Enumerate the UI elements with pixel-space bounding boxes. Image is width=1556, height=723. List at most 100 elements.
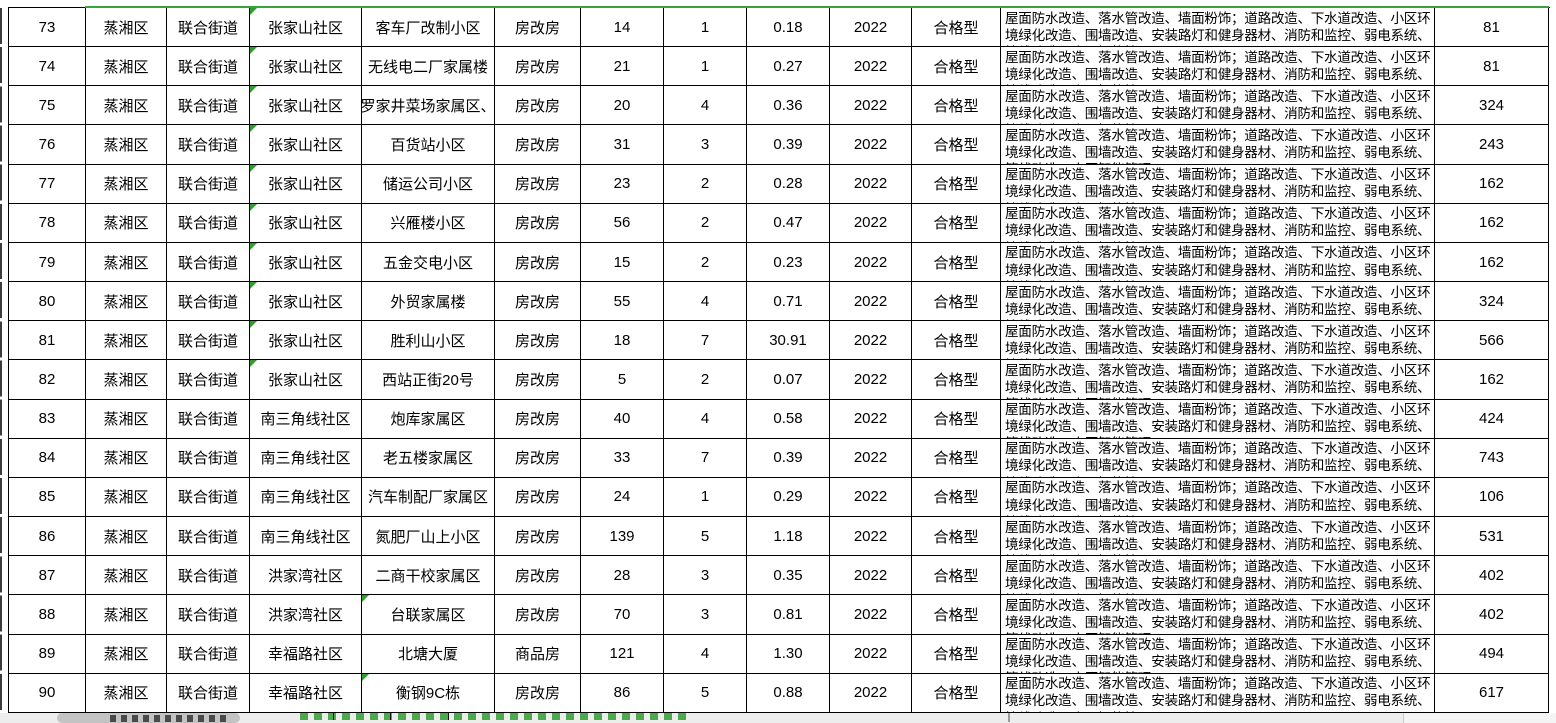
cell-grade[interactable]: 合格型: [912, 125, 1001, 165]
cell-district[interactable]: 蒸湘区: [86, 164, 167, 204]
cell-housing-type[interactable]: 房改房: [495, 556, 581, 596]
cell-row-number[interactable]: 83: [9, 399, 86, 439]
cell-buildings[interactable]: 70: [581, 595, 664, 635]
cell-units[interactable]: 4: [664, 282, 747, 322]
cell-row-number[interactable]: 85: [9, 477, 86, 518]
cell-row-number[interactable]: 76: [9, 125, 86, 165]
cell-area[interactable]: 0.07: [747, 360, 830, 400]
cell-community[interactable]: 张家山社区: [250, 47, 362, 87]
cell-buildings[interactable]: 15: [581, 242, 664, 283]
cell-renovation-content[interactable]: 屋面防水改造、落水管改造、墙面粉饰；道路改造、下水道改造、小区环 境绿化改造、围…: [1001, 203, 1435, 243]
cell-row-number[interactable]: 82: [9, 360, 86, 400]
cell-complex[interactable]: 储运公司小区: [362, 164, 495, 204]
cell-area[interactable]: 0.36: [747, 86, 830, 126]
cell-district[interactable]: 蒸湘区: [86, 8, 167, 48]
cell-renovation-content[interactable]: 屋面防水改造、落水管改造、墙面粉饰；道路改造、下水道改造、小区环 境绿化改造、围…: [1001, 242, 1435, 283]
cell-year[interactable]: 2022: [830, 595, 912, 635]
cell-units[interactable]: 5: [664, 673, 747, 713]
cell-housing-type[interactable]: 房改房: [495, 282, 581, 322]
cell-households[interactable]: 81: [1435, 47, 1549, 87]
cell-area[interactable]: 0.58: [747, 399, 830, 439]
cell-district[interactable]: 蒸湘区: [86, 321, 167, 361]
cell-renovation-content[interactable]: 屋面防水改造、落水管改造、墙面粉饰；道路改造、下水道改造、小区环 境绿化改造、围…: [1001, 47, 1435, 87]
cell-community[interactable]: 张家山社区: [250, 86, 362, 126]
cell-units[interactable]: 2: [664, 164, 747, 204]
cell-street[interactable]: 联合街道: [167, 321, 250, 361]
cell-area[interactable]: 1.30: [747, 634, 830, 674]
cell-units[interactable]: 3: [664, 125, 747, 165]
cell-row-number[interactable]: 86: [9, 517, 86, 557]
cell-street[interactable]: 联合街道: [167, 8, 250, 48]
cell-renovation-content[interactable]: 屋面防水改造、落水管改造、墙面粉饰；道路改造、下水道改造、小区环 境绿化改造、围…: [1001, 438, 1435, 478]
cell-community[interactable]: 幸福路社区: [250, 673, 362, 713]
cell-community[interactable]: 张家山社区: [250, 282, 362, 322]
cell-units[interactable]: 3: [664, 556, 747, 596]
cell-complex[interactable]: 兴雁楼小区: [362, 203, 495, 243]
cell-complex[interactable]: 胜利山小区: [362, 321, 495, 361]
cell-complex[interactable]: 台联家属区: [362, 595, 495, 635]
cell-row-number[interactable]: 80: [9, 282, 86, 322]
cell-housing-type[interactable]: 房改房: [495, 399, 581, 439]
cell-complex[interactable]: 客车厂改制小区: [362, 8, 495, 48]
cell-street[interactable]: 联合街道: [167, 360, 250, 400]
cell-households[interactable]: 617: [1435, 673, 1549, 713]
cell-area[interactable]: 0.39: [747, 438, 830, 478]
cell-street[interactable]: 联合街道: [167, 86, 250, 126]
cell-housing-type[interactable]: 房改房: [495, 86, 581, 126]
bottom-scrollbar-strip[interactable]: [0, 713, 1556, 723]
cell-households[interactable]: 106: [1435, 477, 1549, 518]
cell-complex[interactable]: 北塘大厦: [362, 634, 495, 674]
cell-renovation-content[interactable]: 屋面防水改造、落水管改造、墙面粉饰；道路改造、下水道改造、小区环 境绿化改造、围…: [1001, 360, 1435, 400]
cell-units[interactable]: 2: [664, 360, 747, 400]
cell-households[interactable]: 162: [1435, 242, 1549, 283]
cell-units[interactable]: 7: [664, 438, 747, 478]
cell-households[interactable]: 324: [1435, 86, 1549, 126]
cell-complex[interactable]: 老五楼家属区: [362, 438, 495, 478]
cell-community[interactable]: 张家山社区: [250, 8, 362, 48]
cell-year[interactable]: 2022: [830, 556, 912, 596]
cell-grade[interactable]: 合格型: [912, 399, 1001, 439]
cell-complex[interactable]: 外贸家属楼: [362, 282, 495, 322]
cell-row-number[interactable]: 78: [9, 203, 86, 243]
cell-complex[interactable]: 百货站小区: [362, 125, 495, 165]
cell-year[interactable]: 2022: [830, 282, 912, 322]
cell-grade[interactable]: 合格型: [912, 47, 1001, 87]
cell-year[interactable]: 2022: [830, 86, 912, 126]
cell-year[interactable]: 2022: [830, 477, 912, 518]
cell-grade[interactable]: 合格型: [912, 86, 1001, 126]
cell-community[interactable]: 洪家湾社区: [250, 556, 362, 596]
cell-street[interactable]: 联合街道: [167, 517, 250, 557]
cell-community[interactable]: 张家山社区: [250, 242, 362, 283]
cell-households[interactable]: 162: [1435, 164, 1549, 204]
cell-area[interactable]: 0.18: [747, 8, 830, 48]
cell-housing-type[interactable]: 房改房: [495, 203, 581, 243]
cell-housing-type[interactable]: 房改房: [495, 8, 581, 48]
cell-community[interactable]: 洪家湾社区: [250, 595, 362, 635]
cell-buildings[interactable]: 28: [581, 556, 664, 596]
cell-row-number[interactable]: 90: [9, 673, 86, 713]
cell-area[interactable]: 30.91: [747, 321, 830, 361]
cell-grade[interactable]: 合格型: [912, 360, 1001, 400]
cell-buildings[interactable]: 55: [581, 282, 664, 322]
cell-housing-type[interactable]: 房改房: [495, 595, 581, 635]
cell-complex[interactable]: 西站正街20号: [362, 360, 495, 400]
cell-district[interactable]: 蒸湘区: [86, 360, 167, 400]
cell-row-number[interactable]: 81: [9, 321, 86, 361]
cell-district[interactable]: 蒸湘区: [86, 673, 167, 713]
cell-year[interactable]: 2022: [830, 164, 912, 204]
cell-district[interactable]: 蒸湘区: [86, 556, 167, 596]
cell-households[interactable]: 531: [1435, 517, 1549, 557]
cell-units[interactable]: 2: [664, 242, 747, 283]
cell-area[interactable]: 0.28: [747, 164, 830, 204]
cell-units[interactable]: 1: [664, 8, 747, 48]
cell-buildings[interactable]: 40: [581, 399, 664, 439]
horizontal-scrollbar-thumb[interactable]: [57, 713, 240, 723]
cell-row-number[interactable]: 74: [9, 47, 86, 87]
cell-grade[interactable]: 合格型: [912, 242, 1001, 283]
cell-district[interactable]: 蒸湘区: [86, 282, 167, 322]
cell-renovation-content[interactable]: 屋面防水改造、落水管改造、墙面粉饰；道路改造、下水道改造、小区环 境绿化改造、围…: [1001, 595, 1435, 635]
cell-year[interactable]: 2022: [830, 8, 912, 48]
cell-row-number[interactable]: 89: [9, 634, 86, 674]
cell-buildings[interactable]: 86: [581, 673, 664, 713]
cell-row-number[interactable]: 75: [9, 86, 86, 126]
